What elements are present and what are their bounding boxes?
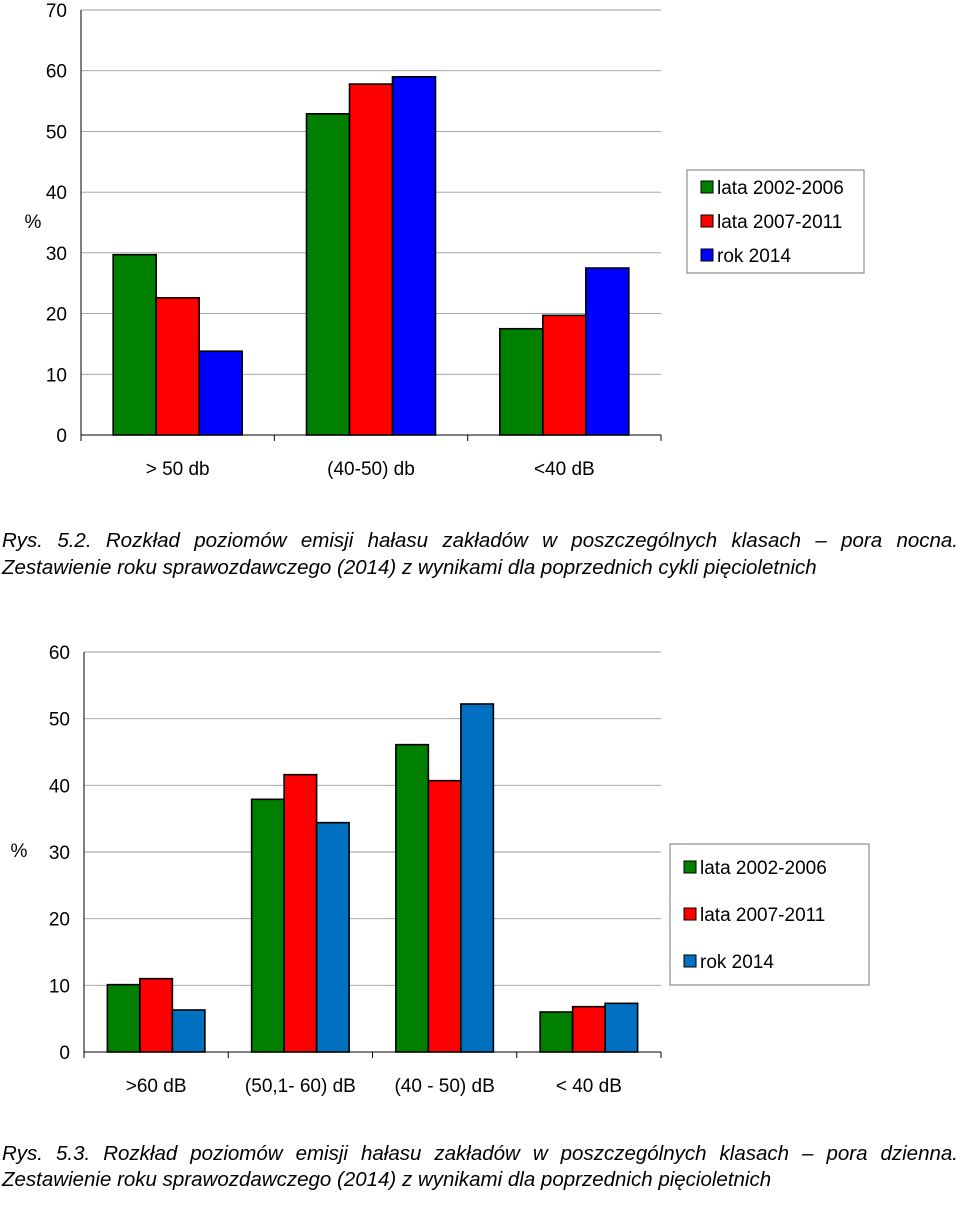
bar-lata-2002-2006-40-50-db: [395, 743, 430, 1053]
y-axis-label: %: [25, 212, 42, 233]
legend-label-rok-2014: rok 2014: [700, 952, 774, 973]
legend-box: [669, 843, 870, 986]
bar-rok-2014-40-db: [585, 267, 630, 436]
x-category-label: (40 - 50) dB: [394, 1076, 494, 1097]
x-category-label: (40-50) db: [327, 459, 415, 480]
bar-rok-2014-40-50-db: [391, 75, 437, 436]
noise-day-bar-chart: 0 10 20 30 40 50 60% >60 dB (50,1- 60) dB (40 - 5…: [11, 643, 870, 1097]
bar-lata-2002-2006-40-50-db: [305, 113, 351, 436]
bar-rok-2014-40-50-db: [460, 703, 495, 1053]
bar-rok-2014-50-1-60-db: [315, 821, 350, 1053]
y-tick-label: 20: [49, 910, 70, 931]
y-tick-label: 10: [46, 365, 67, 386]
y-tick-label: 50: [49, 710, 70, 731]
bar-rok-2014-50-db: [198, 350, 243, 436]
legend-swatch-lata-2007-2011: [700, 214, 714, 228]
bar-lata-2007-2011-40-db: [571, 1005, 606, 1053]
y-tick-label: 20: [46, 305, 67, 326]
bar-lata-2007-2011-40-50-db: [348, 83, 394, 436]
x-category-label: <40 dB: [534, 459, 595, 480]
legend-label-lata-2007-2011: lata 2007-2011: [717, 212, 842, 233]
bar-lata-2007-2011-50-db: [155, 296, 200, 436]
legend-swatch-rok-2014: [683, 954, 697, 968]
bar-lata-2002-2006-60-db: [106, 983, 141, 1053]
bar-lata-2002-2006-40-db: [539, 1011, 574, 1053]
bar-lata-2007-2011-60-db: [139, 977, 174, 1053]
x-category-label: > 50 db: [146, 459, 210, 480]
noise-night-bar-chart: 0 10 20 30 40 50 60 70% > 50 db (40-50) db <40 dB l…: [25, 1, 865, 480]
legend-swatch-lata-2002-2006: [700, 180, 714, 194]
y-tick-label: 60: [49, 643, 70, 664]
bar-lata-2007-2011-40-50-db: [427, 779, 462, 1053]
x-category-label: >60 dB: [126, 1076, 187, 1097]
bar-lata-2002-2006-40-db: [499, 327, 544, 436]
bar-rok-2014-60-db: [171, 1009, 206, 1053]
y-tick-label: 70: [46, 1, 67, 22]
legend-box: [686, 169, 865, 274]
x-category-label: < 40 dB: [556, 1076, 622, 1097]
y-tick-label: 30: [46, 244, 67, 265]
y-tick-label: 60: [46, 62, 67, 83]
y-tick-label: 30: [49, 843, 70, 864]
bar-rok-2014-40-db: [604, 1002, 639, 1053]
legend-label-lata-2002-2006: lata 2002-2006: [700, 858, 827, 879]
y-tick-label: 40: [49, 776, 70, 797]
x-category-label: (50,1- 60) dB: [245, 1076, 356, 1097]
legend-label-lata-2007-2011: lata 2007-2011: [700, 905, 825, 926]
legend-swatch-lata-2007-2011: [683, 907, 697, 921]
bar-lata-2007-2011-40-db: [542, 314, 587, 436]
bar-lata-2002-2006-50-1-60-db: [250, 798, 285, 1053]
bar-lata-2002-2006-50-db: [112, 253, 157, 436]
legend-swatch-rok-2014: [700, 248, 714, 262]
figure-caption-5-3: Rys. 5.3. Rozkład poziomów emisji hałasu…: [2, 1142, 958, 1191]
bar-lata-2007-2011-50-1-60-db: [283, 773, 318, 1053]
y-tick-label: 50: [46, 122, 67, 143]
y-tick-label: 10: [49, 976, 70, 997]
figure-caption-5-2: Rys. 5.2. Rozkład poziomów emisji hałasu…: [2, 529, 958, 579]
legend-label-lata-2002-2006: lata 2002-2006: [717, 178, 844, 199]
y-tick-label: 0: [59, 1043, 70, 1064]
legend-label-rok-2014: rok 2014: [717, 246, 791, 267]
legend-swatch-lata-2002-2006: [683, 860, 697, 874]
y-tick-label: 0: [56, 426, 67, 447]
y-axis-label: %: [11, 841, 28, 862]
y-tick-label: 40: [46, 183, 67, 204]
